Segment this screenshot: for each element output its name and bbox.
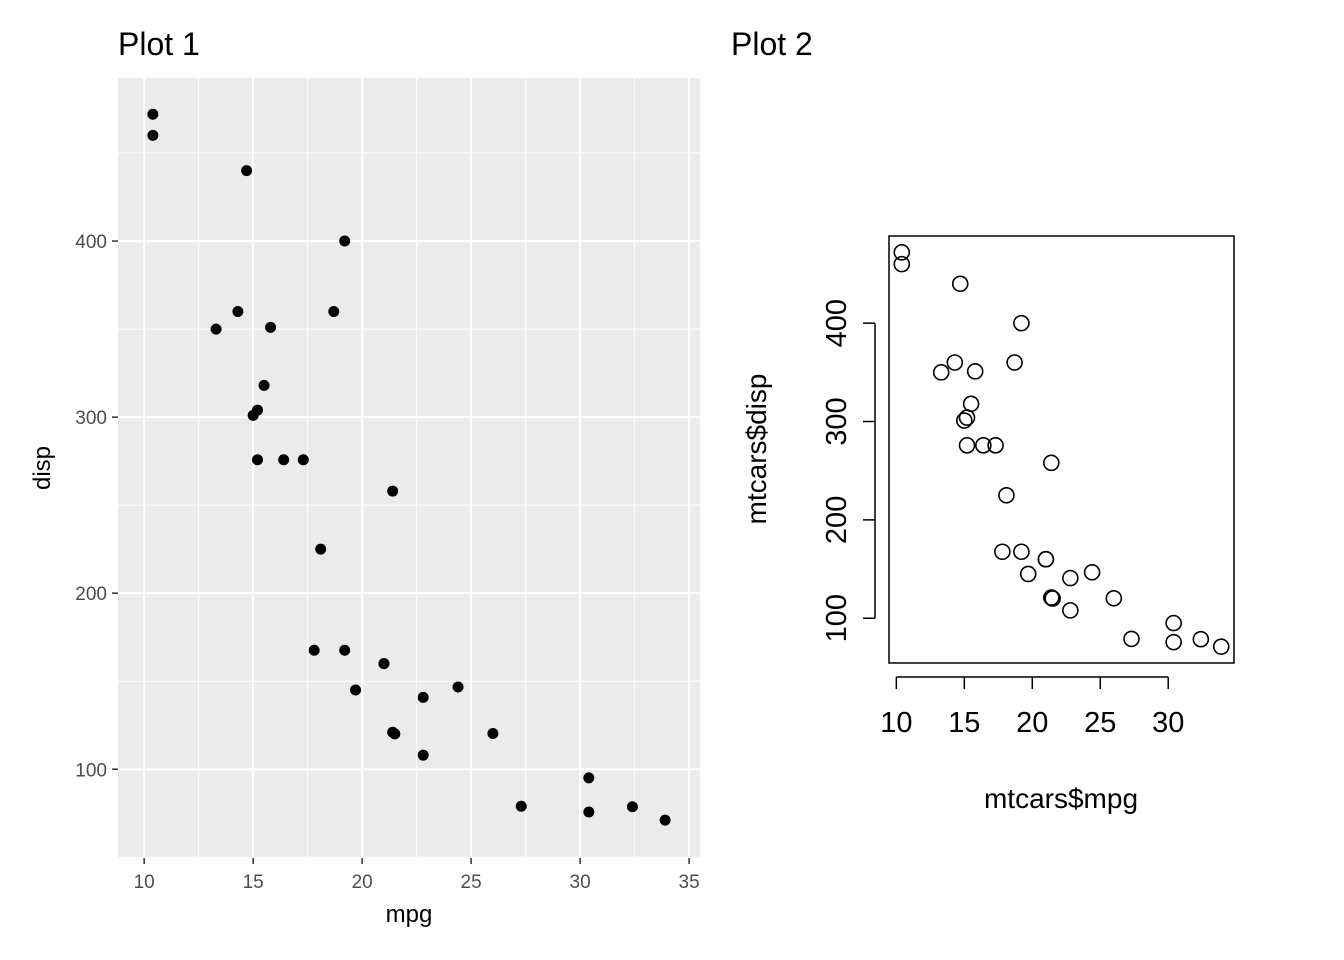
plot-2-x-tick-label: 20 [1016,707,1048,739]
plot-1-y-tick-label: 200 [75,584,107,605]
plot-2-point [958,409,976,426]
plot-2-point [1043,589,1060,606]
plot-1-point [232,305,244,317]
plot-1-point [210,323,222,335]
plot-1-y-tick-label: 400 [75,232,107,253]
plot-2-x-tick-label: 10 [880,707,912,739]
plot-1-y-tick-label: 100 [75,760,107,781]
plot-2-y-tick-label: 100 [821,594,853,642]
plot-2-y-tick-label: 300 [821,397,853,445]
plot-2-title: Plot 2 [731,26,813,62]
plot-2-point [958,437,976,454]
plot-1-point [339,644,351,656]
plot-1-point [387,485,399,497]
plot-1-x-tick-label: 15 [243,872,264,893]
plot-2-point [946,354,964,371]
plot-1-x-tick-label: 35 [679,872,700,893]
plot-1-point [515,800,527,812]
plot-2-x-tick-label: 25 [1084,707,1116,739]
plot-1-point [265,321,277,333]
plot-1-point [147,108,159,120]
plot-2-point [1083,564,1101,581]
plot-2-point [1192,630,1210,648]
plot-2-y-tick-label: 200 [821,496,853,544]
plot-1-points [147,108,671,826]
plot-2-point [893,255,911,273]
plot-1-point [626,801,638,813]
plot-1-point [297,454,309,466]
plot-2-point [1043,454,1060,472]
plot-2-x-tick-label: 30 [1152,707,1184,739]
plot-1-point [417,749,429,761]
plot-1-point [241,165,253,177]
plot-1-point [258,379,270,391]
plot-1-point [308,644,320,656]
plot-2-x-axis-title: mtcars$mpg [984,783,1138,814]
plot-1-x-tick-label: 30 [570,872,591,893]
plot-1-point [387,726,399,738]
plot-1-x-axis-title: mpg [386,901,433,928]
plot-1-point [487,728,499,740]
plot-2-point [1105,589,1123,607]
plot-2-points [893,244,1230,655]
plot-1-point [583,806,595,818]
plot-2-point [1019,565,1037,583]
plot-2: Plot 2 10 15 20 25 30 100 200 300 400 mtcars$mp… [731,26,1235,814]
plot-2-point [1013,314,1030,332]
plot-2-y-axis-title: mtcars$disp [741,374,772,525]
plot-2-x-tick-label: 15 [948,707,980,739]
plot-2-y-tick-label: 400 [821,299,853,347]
plot-2-plot-box [888,235,1235,664]
plot-1-point [315,543,327,555]
plot-1-minor-gridlines [118,78,700,858]
plot-1-x-tick-label: 20 [352,872,373,893]
plot-1-point [452,681,464,693]
plot-1: Plot 1 10 15 20 25 30 35 100 200 300 400 mpg dis… [29,26,700,928]
plot-1-point [659,814,671,826]
plot-1-x-tick-label: 25 [461,872,482,893]
plot-1-point [339,235,351,247]
plot-1-point [147,129,159,141]
plot-2-point [1062,602,1079,619]
plot-2-point [1165,633,1182,651]
plot-2-point [1212,638,1230,655]
plot-1-point [417,691,429,703]
plot-2-x-axis: 10 15 20 25 30 [880,676,1184,739]
plot-1-point [378,658,390,670]
plot-2-point [998,486,1015,504]
plot-2-point [966,363,984,380]
plot-1-major-gridlines [118,78,700,858]
plot-2-point [987,437,1004,454]
plot-2-point [932,364,950,381]
plot-2-point [1013,543,1030,561]
plot-1-x-tick-label: 10 [134,872,155,893]
plot-1-point [247,409,259,421]
plot-2-point [1165,614,1182,632]
plot-2-point [994,543,1011,561]
plot-1-point [252,454,264,466]
plot-1-title: Plot 1 [118,26,200,62]
plot-2-point [975,437,992,454]
plot-1-panel [118,78,700,858]
plot-2-point [956,412,973,429]
plot-1-x-axis: 10 15 20 25 30 35 [134,858,700,893]
plot-2-y-axis: 100 200 300 400 [821,299,876,642]
plot-1-point [583,772,595,784]
plot-1-point [350,684,362,696]
plot-1-y-tick-label: 300 [75,408,107,429]
plot-1-y-axis-title: disp [29,446,56,490]
plot-1-point [328,305,340,317]
plot-2-point [1006,354,1023,371]
plot-1-point [278,454,290,466]
plot-2-point [1062,569,1079,587]
plot-2-point [951,275,969,293]
plot-2-point [1037,550,1055,568]
plot-2-point [1123,630,1140,648]
plot-2-point [893,244,911,261]
plot-1-y-axis: 100 200 300 400 [75,232,118,781]
